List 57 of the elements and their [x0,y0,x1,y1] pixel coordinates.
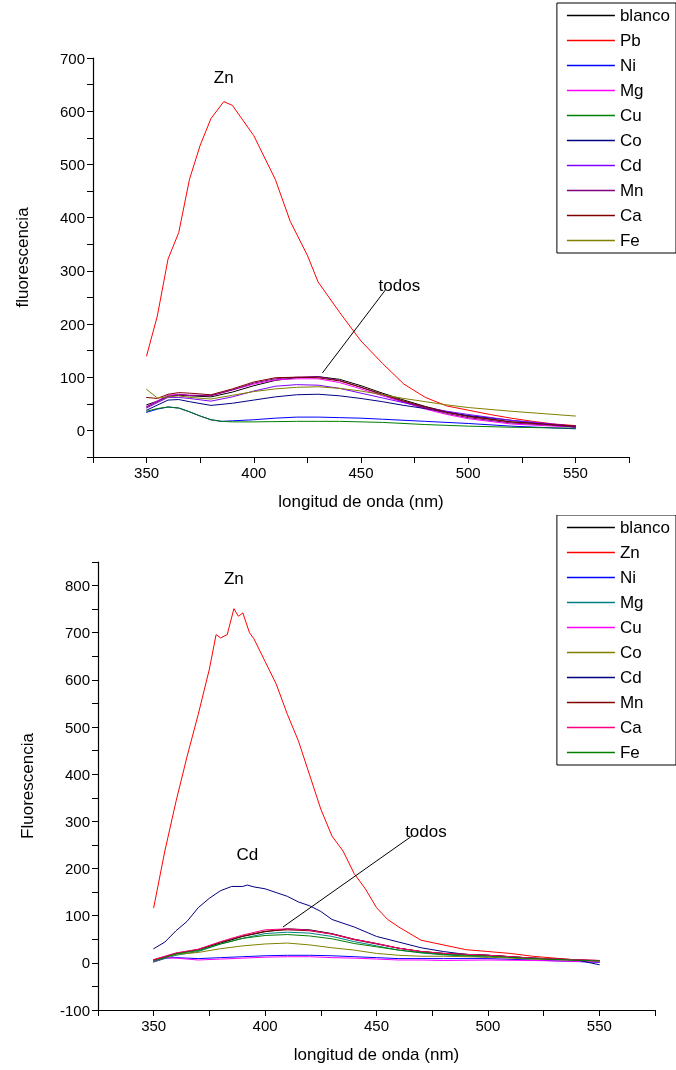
y-tick-label: 200 [64,860,90,878]
legend-label: Cd [619,668,642,687]
annotation: Cd [236,845,259,865]
legend-label: Ca [619,206,643,225]
y-tick-label: 0 [76,421,85,439]
y-tick-label: 500 [59,155,85,173]
legend-label: Co [619,643,642,662]
x-tick-label: 450 [348,464,374,481]
y-tick-label: 300 [64,812,90,830]
y-tick-label: 200 [59,315,85,333]
legend-label: Cu [619,618,642,637]
y-tick-label: 400 [59,209,85,227]
y-axis-title: fluorescencia [13,206,32,308]
x-tick-label: 400 [252,1017,278,1034]
legend-label: Ni [619,568,636,587]
annotation: todos [405,822,447,841]
y-tick-label: -100 [59,1001,90,1019]
x-tick-label: 450 [363,1017,390,1034]
y-tick-label: 800 [64,577,90,595]
x-axis-title: longitud de onda (nm) [293,1045,460,1064]
y-axis-title: Fluorescencia [18,732,37,839]
legend-label: Ca [619,718,643,737]
y-tick-label: 600 [59,102,85,120]
y-tick-label: 100 [59,368,85,386]
legend-label: blanco [619,6,671,25]
x-tick-label: 550 [586,1017,612,1034]
x-axis-title: longitud de onda (nm) [278,492,444,511]
legend-label: Mn [619,693,644,712]
x-tick-label: 400 [241,464,267,481]
y-tick-label: 600 [64,671,90,689]
legend-label: Fe [619,231,640,250]
x-tick-label: 550 [562,464,588,481]
legend-label: Zn [619,543,640,562]
y-tick-label: 700 [59,49,85,67]
x-tick-label: 350 [134,464,160,481]
y-tick-label: 100 [64,907,90,925]
y-tick-label: 500 [64,718,90,736]
legend-label: blanco [619,518,671,537]
legend-label: Mg [619,81,644,100]
y-tick-label: 700 [64,624,90,642]
x-tick-label: 500 [475,1017,501,1034]
annotation: todos [378,275,421,295]
annotation: Zn [213,67,234,87]
x-tick-label: 350 [141,1017,167,1034]
legend-label: Pb [619,31,641,50]
legend-label: Ni [619,56,636,75]
y-tick-label: 400 [64,765,90,783]
legend-label: Mg [619,593,644,612]
legend-label: Cu [619,106,642,125]
legend-label: Mn [619,181,644,200]
x-tick-label: 500 [455,464,481,481]
legend-label: Fe [619,743,640,762]
y-tick-label: 0 [81,954,90,972]
legend-label: Cd [619,156,642,175]
y-tick-label: 300 [59,262,85,280]
annotation: Zn [223,568,244,588]
legend-label: Co [619,131,642,150]
